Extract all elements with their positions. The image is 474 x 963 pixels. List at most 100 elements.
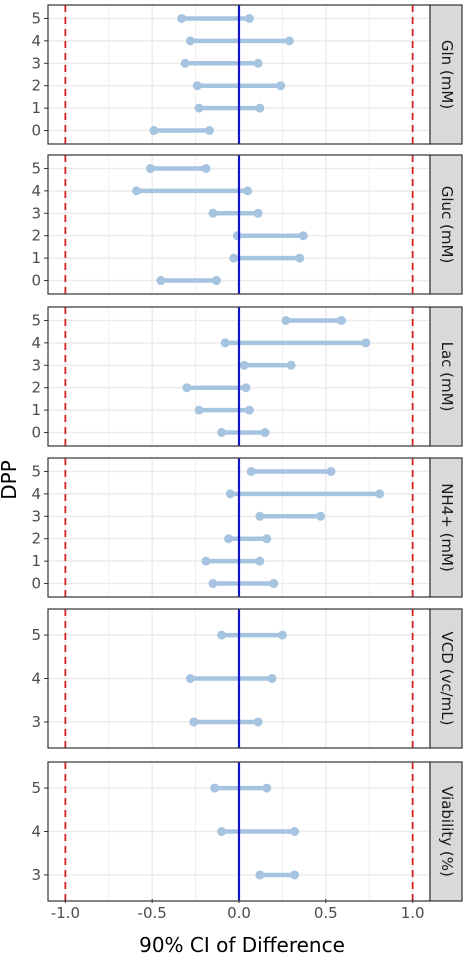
interval	[189, 717, 263, 727]
y-tick-label: 5	[31, 626, 41, 644]
interval	[182, 383, 251, 393]
y-tick-label: 3	[31, 356, 41, 374]
interval-high-point	[204, 126, 214, 136]
y-tick-label: 5	[31, 779, 41, 797]
y-tick-label: 2	[31, 530, 41, 548]
interval-low-point	[194, 103, 204, 113]
y-tick-label: 4	[31, 823, 41, 841]
x-tick-label: -0.5	[138, 904, 167, 922]
interval-high-point	[326, 466, 336, 476]
y-tick-label: 4	[31, 32, 41, 50]
interval-high-point	[286, 360, 296, 370]
facet-strip-label: NH4+ (mM)	[438, 483, 456, 572]
y-tick-label: 5	[31, 462, 41, 480]
y-tick-label: 5	[31, 159, 41, 177]
y-tick-label: 3	[31, 54, 41, 72]
interval-low-point	[239, 360, 249, 370]
y-tick-label: 1	[31, 552, 41, 570]
interval-low-point	[149, 126, 159, 136]
interval	[180, 58, 263, 68]
interval-high-point	[277, 630, 287, 640]
facet-strip-label: Lac (mM)	[438, 342, 456, 412]
y-tick-label: 0	[31, 575, 41, 593]
interval-low-point	[194, 405, 204, 415]
interval	[224, 534, 272, 544]
interval-low-point	[189, 717, 199, 727]
y-tick-label: 1	[31, 249, 41, 267]
interval-high-point	[253, 717, 263, 727]
facet-strip	[429, 154, 463, 295]
interval-low-point	[246, 466, 256, 476]
y-tick-label: 4	[31, 334, 41, 352]
interval-low-point	[208, 579, 218, 589]
interval-low-point	[217, 630, 227, 640]
interval-high-point	[201, 163, 211, 173]
interval	[255, 870, 300, 880]
panel: 0 1 2 3 4 5 Lac (mM)	[31, 306, 463, 447]
facet-strip-label: Gluc (mM)	[438, 186, 456, 264]
interval-low-point	[132, 186, 142, 196]
interval-low-point	[255, 511, 265, 521]
interval	[201, 556, 265, 566]
interval-high-point	[295, 253, 305, 263]
interval	[208, 579, 279, 589]
interval-low-point	[180, 58, 190, 68]
interval-high-point	[262, 783, 272, 793]
interval	[217, 827, 300, 836]
interval-high-point	[244, 405, 254, 415]
facet-strip	[429, 761, 463, 902]
interval-low-point	[225, 489, 235, 499]
interval	[281, 315, 346, 325]
x-tick-label: 0.0	[227, 904, 251, 922]
interval-high-point	[298, 231, 308, 241]
interval-low-point	[185, 36, 195, 46]
y-tick-label: 0	[31, 424, 41, 442]
y-tick-label: 3	[31, 507, 41, 525]
interval-low-point	[229, 253, 239, 263]
y-tick-label: 3	[31, 204, 41, 222]
panel: 3 4 5 VCD (vc/mL)	[31, 608, 463, 749]
facet-strip	[429, 457, 463, 598]
y-tick-label: 5	[31, 9, 41, 27]
x-tick-label: -1.0	[51, 904, 80, 922]
panel: 0 1 2 3 4 5 Gluc (mM)	[31, 154, 463, 295]
panel: 3 4 5 Viability (%)	[31, 761, 463, 902]
interval-high-point	[290, 827, 300, 836]
y-tick-label: 3	[31, 713, 41, 731]
interval-low-point	[217, 827, 227, 836]
interval-high-point	[262, 534, 272, 544]
interval-high-point	[260, 428, 270, 438]
interval-low-point	[220, 338, 230, 348]
y-tick-label: 5	[31, 311, 41, 329]
x-tick-label: 1.0	[401, 904, 425, 922]
facet-strip	[429, 4, 463, 145]
interval	[132, 186, 253, 196]
interval	[194, 103, 265, 113]
interval	[229, 253, 305, 263]
interval-high-point	[255, 103, 265, 113]
interval	[208, 208, 263, 218]
interval	[239, 360, 296, 370]
interval-low-point	[145, 163, 155, 173]
interval-high-point	[276, 81, 286, 91]
interval-low-point	[255, 870, 265, 880]
interval-high-point	[316, 511, 326, 521]
interval-low-point	[177, 13, 187, 23]
interval	[217, 630, 287, 640]
interval	[246, 466, 336, 476]
interval-low-point	[185, 674, 195, 683]
interval	[255, 511, 326, 521]
interval-low-point	[224, 534, 234, 544]
interval	[210, 783, 272, 793]
y-axis-title: DPP	[0, 460, 21, 500]
interval-low-point	[208, 208, 218, 218]
interval-high-point	[241, 383, 251, 393]
y-tick-label: 3	[31, 866, 41, 884]
interval-low-point	[281, 315, 291, 325]
interval	[156, 276, 221, 286]
interval-high-point	[253, 58, 263, 68]
interval	[145, 163, 211, 173]
y-tick-label: 0	[31, 272, 41, 290]
interval-high-point	[244, 13, 254, 23]
